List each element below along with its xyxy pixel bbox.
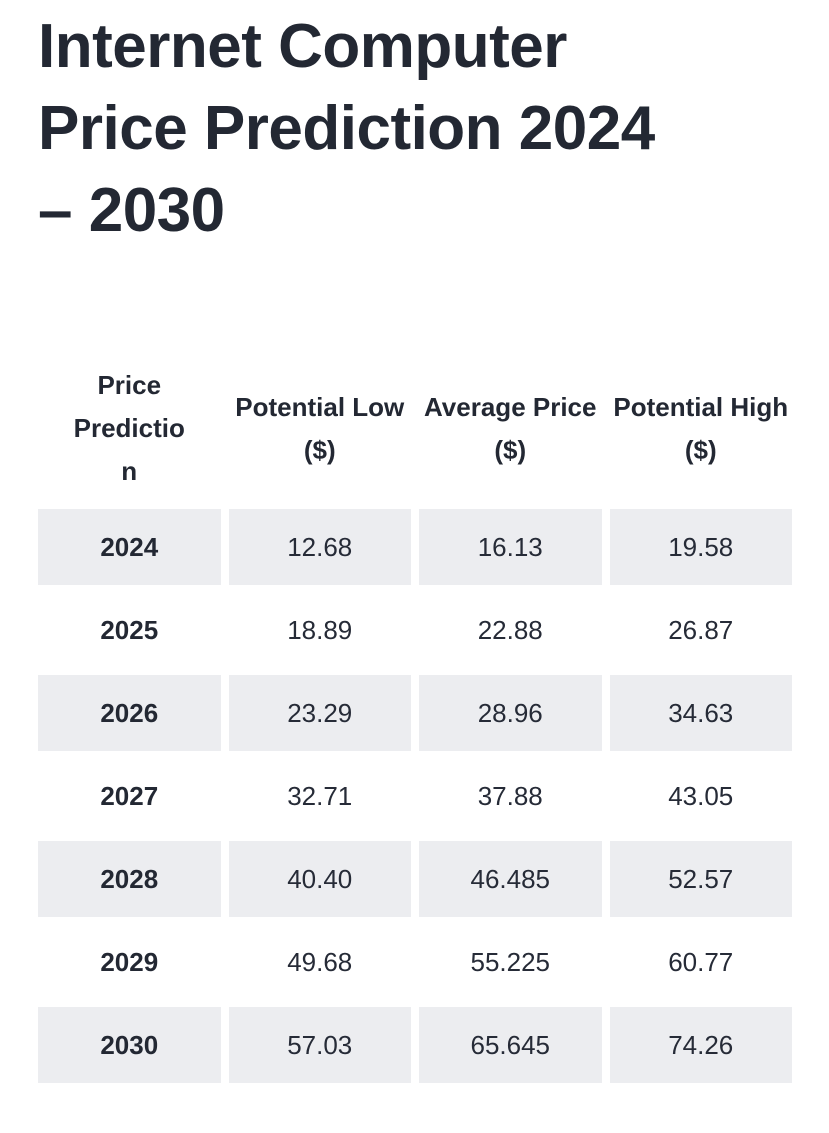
- potential-low-cell: 12.68: [228, 509, 411, 585]
- page-title: Internet Computer Price Prediction 2024 …: [38, 12, 655, 245]
- potential-high-cell: 74.26: [609, 1007, 792, 1083]
- average-price-cell: 22.88: [419, 592, 602, 668]
- potential-high-cell: 60.77: [609, 924, 792, 1000]
- potential-high-cell: 26.87: [609, 592, 792, 668]
- row-year-cell: 2030: [38, 1007, 221, 1083]
- potential-low-cell: 18.89: [228, 592, 411, 668]
- row-year-cell: 2028: [38, 841, 221, 917]
- potential-high-cell: 52.57: [609, 841, 792, 917]
- row-year-cell: 2027: [38, 758, 221, 834]
- column-header-label: Potential High ($): [613, 391, 789, 465]
- potential-high-cell: 19.58: [609, 509, 792, 585]
- average-price-cell: 28.96: [419, 675, 602, 751]
- potential-low-cell: 23.29: [228, 675, 411, 751]
- row-year-cell: 2025: [38, 592, 221, 668]
- column-header-potential-high: Potential High ($): [610, 364, 793, 493]
- column-header-potential-low: Potential Low ($): [229, 364, 412, 493]
- column-header-label: Potential Low ($): [235, 391, 405, 465]
- price-prediction-table: Price Prediction Potential Low ($) Avera…: [38, 364, 792, 1083]
- column-header-average-price: Average Price ($): [419, 364, 602, 493]
- row-year-cell: 2029: [38, 924, 221, 1000]
- potential-low-cell: 32.71: [228, 758, 411, 834]
- average-price-cell: 46.485: [419, 841, 602, 917]
- potential-low-cell: 49.68: [228, 924, 411, 1000]
- potential-low-cell: 40.40: [228, 841, 411, 917]
- column-header-price-prediction: Price Prediction: [38, 364, 221, 493]
- average-price-cell: 65.645: [419, 1007, 602, 1083]
- row-year-cell: 2024: [38, 509, 221, 585]
- column-header-label: Average Price ($): [424, 391, 597, 465]
- row-year-cell: 2026: [38, 675, 221, 751]
- potential-high-cell: 43.05: [609, 758, 792, 834]
- average-price-cell: 55.225: [419, 924, 602, 1000]
- potential-high-cell: 34.63: [609, 675, 792, 751]
- potential-low-cell: 57.03: [228, 1007, 411, 1083]
- average-price-cell: 37.88: [419, 758, 602, 834]
- column-header-label: Price Prediction: [73, 370, 185, 486]
- average-price-cell: 16.13: [419, 509, 602, 585]
